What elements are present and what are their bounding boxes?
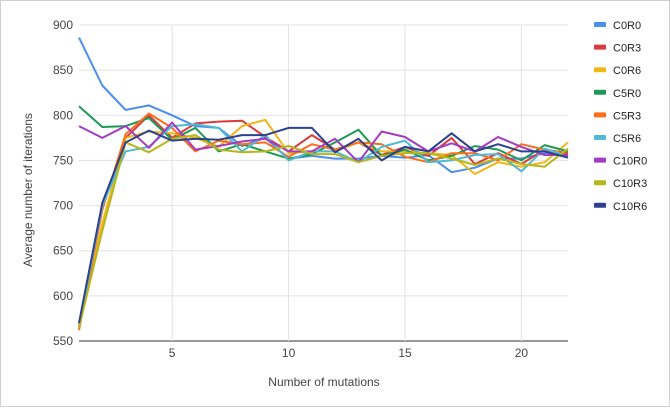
series-line-c10r3	[78, 134, 569, 328]
series-line-c10r6	[78, 126, 569, 324]
legend-swatch	[594, 202, 606, 208]
y-tick-label: 800	[53, 108, 73, 122]
legend-item-c0r3: C0R3	[594, 43, 641, 55]
x-axis-label: Number of mutations	[268, 375, 379, 389]
y-tick-label: 550	[53, 334, 73, 348]
legend-swatch	[594, 180, 606, 186]
legend-swatch	[594, 22, 606, 27]
series-line-c0r3	[78, 114, 569, 325]
legend: C0R0 C0R3 C0R6 C5R0 C5R3 C5R6 C10R0 C10R3 C10R6	[594, 20, 647, 213]
legend-swatch	[594, 67, 606, 73]
legend-swatch	[594, 157, 606, 163]
legend-item-c0r0: C0R0	[594, 20, 641, 32]
x-axis-ticks: 5 10 15 20	[169, 346, 529, 360]
y-tick-label: 850	[53, 63, 73, 77]
grid-lines	[79, 24, 568, 342]
y-axis-label: Average number of iterations	[21, 113, 35, 267]
x-tick-label: 15	[398, 346, 412, 360]
legend-label: C10R3	[613, 178, 647, 190]
legend-swatch	[594, 89, 606, 95]
legend-label: C0R0	[613, 20, 641, 32]
legend-item-c0r6: C0R6	[594, 65, 641, 77]
legend-swatch	[594, 44, 606, 50]
legend-label: C5R6	[613, 133, 641, 145]
y-axis-ticks: 550 600 650 700 750 800 850 900	[53, 18, 73, 348]
legend-item-c5r0: C5R0	[594, 88, 641, 100]
legend-label: C5R0	[613, 88, 641, 100]
y-tick-label: 750	[53, 153, 73, 167]
legend-label: C10R0	[613, 156, 647, 168]
y-tick-label: 600	[53, 289, 73, 303]
legend-label: C0R3	[613, 43, 641, 55]
y-tick-label: 900	[53, 18, 73, 32]
y-tick-label: 650	[53, 244, 73, 258]
legend-label: C0R6	[613, 65, 641, 77]
series-line-c5r3	[78, 112, 569, 331]
legend-item-c10r3: C10R3	[594, 178, 647, 190]
x-tick-label: 5	[169, 346, 176, 360]
legend-item-c10r6: C10R6	[594, 201, 647, 213]
legend-item-c5r6: C5R6	[594, 133, 641, 145]
legend-item-c5r3: C5R3	[594, 110, 641, 122]
x-tick-label: 10	[282, 346, 296, 360]
series-lines	[78, 37, 569, 331]
x-tick-label: 20	[515, 346, 529, 360]
series-line-c0r0	[78, 37, 569, 174]
y-tick-label: 700	[53, 199, 73, 213]
legend-swatch	[594, 135, 606, 140]
legend-item-c10r0: C10R0	[594, 156, 647, 168]
legend-label: C10R6	[613, 201, 647, 213]
legend-swatch	[594, 112, 606, 118]
legend-label: C5R3	[613, 110, 641, 122]
